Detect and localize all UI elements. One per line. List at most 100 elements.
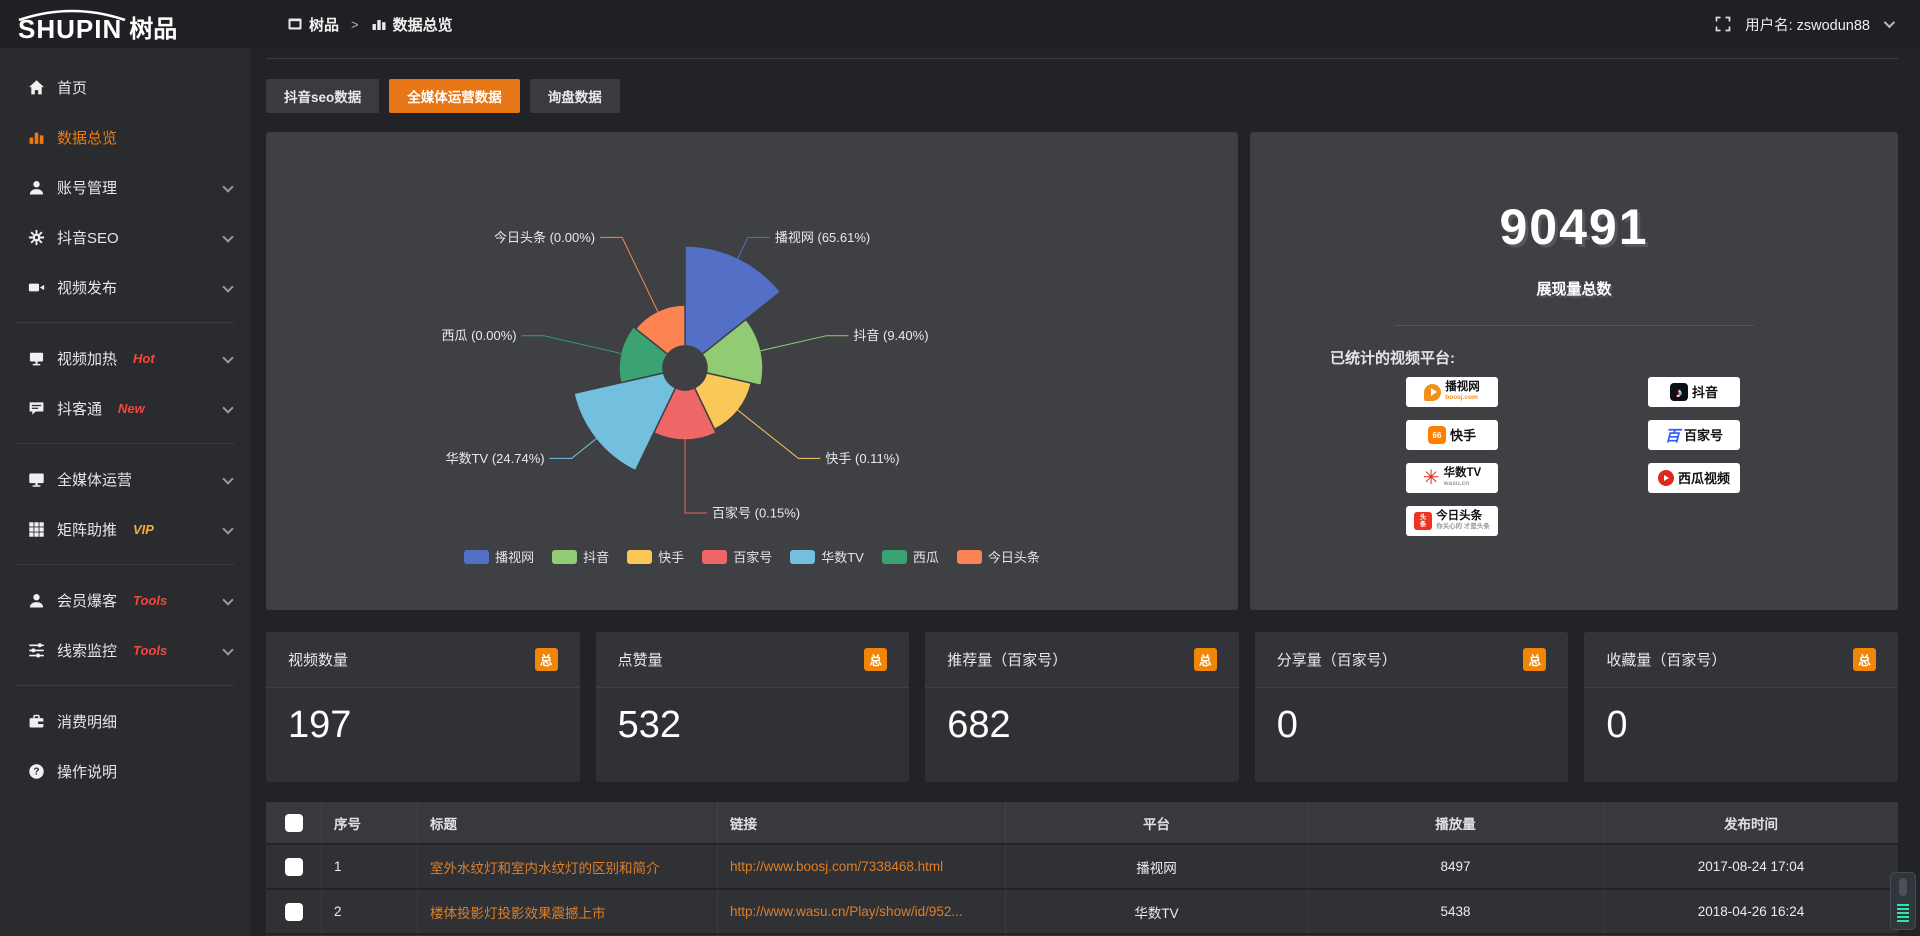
row-time: 2017-08-24 17:04: [1604, 845, 1898, 888]
sidebar: 首页数据总览账号管理抖音SEO 视频发布视频加热 Hot 抖客通 New 全媒体运营 矩阵助…: [0, 48, 250, 936]
sidebar-item-home[interactable]: 首页: [0, 62, 250, 112]
legend-label: 今日头条: [987, 550, 1040, 565]
sidebar-item-label: 操作说明: [57, 763, 118, 781]
member-icon: [28, 592, 45, 609]
sidebar-item-consume-detail[interactable]: 消费明细: [0, 696, 250, 746]
sidebar-item-operation-guide[interactable]: ? 操作说明: [0, 746, 250, 796]
video-title-link[interactable]: 室外水纹灯和室内水纹灯的区别和简介: [418, 845, 718, 888]
video-url-link[interactable]: http://www.boosj.com/7338468.html: [718, 845, 1006, 888]
sidebar-item-account-manage[interactable]: 账号管理: [0, 162, 250, 212]
sidebar-item-member-baoke[interactable]: 会员爆客 Tools: [0, 575, 250, 625]
sidebar-badge: Hot: [133, 350, 155, 366]
rose-pie-chart: 播视网 (65.61%) 抖音 (9.40%) 快手 (0.11%) 百家号 (0.1…: [441, 230, 928, 521]
chevron-down-icon[interactable]: [1883, 16, 1896, 29]
wasu-logo: ✳: [1422, 467, 1440, 489]
sidebar-item-clue-monitor[interactable]: 线索监控 Tools: [0, 625, 250, 675]
top-header: SHUPIN 树品 树品 > 数据总览 用户名: zswodun88: [0, 0, 1920, 48]
sidebar-divider: [16, 564, 234, 565]
pie-slice[interactable]: [573, 372, 677, 472]
column-header: 序号: [322, 802, 418, 843]
sidebar-item-label: 账号管理: [57, 179, 118, 197]
tab-douyin-seo-data[interactable]: 抖音seo数据: [266, 79, 380, 113]
chart-panel: 播视网 (65.61%) 抖音 (9.40%) 快手 (0.11%) 百家号 (0.1…: [266, 132, 1238, 610]
stat-card: 点赞量 总 532: [595, 632, 910, 782]
username-label[interactable]: 用户名: zswodun88: [1745, 17, 1870, 34]
chevron-down-icon: [222, 402, 234, 414]
row-platform: 播视网: [1006, 845, 1308, 888]
sidebar-item-video-heat[interactable]: 视频加热 Hot: [0, 333, 250, 383]
stat-card-label: 点赞量: [617, 652, 663, 669]
pie-label: 百家号 (0.15%): [712, 506, 800, 521]
stat-card-label: 视频数量: [288, 652, 349, 669]
legend-swatch: [552, 549, 578, 564]
tab-media-operation-data[interactable]: 全媒体运营数据: [389, 79, 520, 113]
sidebar-item-label: 数据总览: [57, 129, 118, 147]
pie-slice[interactable]: [684, 245, 782, 356]
sidebar-divider: [16, 685, 234, 686]
platform-name: 播视网: [1445, 380, 1480, 393]
legend-item[interactable]: 华数TV: [790, 547, 864, 566]
screen-icon: [28, 471, 45, 488]
legend-label: 抖音: [583, 550, 610, 565]
breadcrumb-item-shupin[interactable]: 树品: [309, 16, 340, 34]
legend-item[interactable]: 快手: [627, 547, 684, 566]
kuaishou-logo: 66: [1427, 426, 1446, 444]
sidebar-item-media-operation[interactable]: 全媒体运营: [0, 454, 250, 504]
legend-item[interactable]: 今日头条: [956, 547, 1040, 566]
platform-name: 百家号: [1684, 427, 1724, 443]
pie-label-line: [758, 335, 849, 352]
stat-card-label: 推荐量（百家号）: [947, 652, 1068, 669]
sidebar-item-matrix-boost[interactable]: 矩阵助推 VIP: [0, 504, 250, 554]
fullscreen-icon[interactable]: [1715, 16, 1731, 32]
column-header: 平台: [1006, 802, 1308, 843]
breadcrumb-separator: >: [351, 16, 359, 32]
breadcrumb-item-current[interactable]: 数据总览: [392, 16, 453, 34]
legend-item[interactable]: 播视网: [464, 547, 534, 566]
platform-sub: boosj.com: [1445, 394, 1478, 402]
sidebar-item-douketong[interactable]: 抖客通 New: [0, 383, 250, 433]
sidebar-item-video-publish[interactable]: 视频发布: [0, 262, 250, 312]
legend-item[interactable]: 西瓜: [881, 547, 939, 566]
legend-swatch: [627, 549, 653, 564]
pie-label: 快手 (0.11%): [825, 451, 899, 466]
select-all-checkbox[interactable]: [284, 813, 303, 832]
chart-legend: 播视网 抖音 快手 百家号 华数TV 西瓜 今日头条: [266, 547, 1238, 566]
sidebar-divider: [16, 443, 234, 444]
sidebar-item-douyin-seo[interactable]: 抖音SEO: [0, 212, 250, 262]
chevron-down-icon: [222, 231, 234, 243]
platform-name: 今日头条: [1436, 509, 1483, 522]
summary-divider: [1394, 325, 1754, 326]
scroll-indicator[interactable]: [1890, 872, 1916, 930]
sliders-icon: [28, 642, 45, 659]
total-badge: 总: [864, 648, 888, 671]
legend-item[interactable]: 抖音: [552, 547, 609, 566]
douyin-logo: ♪: [1669, 383, 1688, 401]
legend-item[interactable]: 百家号: [702, 547, 772, 566]
sidebar-badge: VIP: [133, 521, 154, 537]
pie-label: 抖音 (9.40%): [853, 328, 928, 343]
video-title-link[interactable]: 楼体投影灯投影效果震撼上市: [418, 890, 718, 933]
tab-inquiry-data[interactable]: 询盘数据: [529, 79, 620, 113]
total-impressions-label: 展现量总数: [1536, 281, 1612, 298]
pie-slice[interactable]: [701, 318, 764, 387]
row-checkbox[interactable]: [284, 902, 303, 921]
video-url-link[interactable]: http://www.wasu.cn/Play/show/id/952...: [718, 890, 1006, 933]
pie-label-line: [521, 335, 623, 355]
legend-label: 播视网: [495, 550, 535, 565]
video-table: 序号 标题 链接 平台 播放量 发布时间 1 室外水纹灯和室内水纹灯的区别和简介 http://…: [266, 800, 1898, 936]
legend-swatch: [881, 549, 907, 564]
row-checkbox[interactable]: [284, 857, 303, 876]
sidebar-item-label: 消费明细: [57, 713, 118, 731]
row-time: 2018-04-26 16:24: [1604, 890, 1898, 933]
stat-card-label: 收藏量（百家号）: [1606, 652, 1727, 669]
pie-slice[interactable]: [634, 304, 686, 356]
stat-card-header: 分享量（百家号） 总: [1254, 632, 1569, 688]
sidebar-badge: Tools: [133, 642, 168, 658]
pie-slice[interactable]: [618, 325, 669, 384]
chevron-down-icon: [222, 352, 234, 364]
sidebar-item-data-overview[interactable]: 数据总览: [0, 112, 250, 162]
platform-badge: 头条今日头条 你关心的 才是头条: [1406, 506, 1498, 536]
sidebar-badge: New: [118, 400, 145, 416]
stat-card: 分享量（百家号） 总 0: [1254, 632, 1569, 782]
